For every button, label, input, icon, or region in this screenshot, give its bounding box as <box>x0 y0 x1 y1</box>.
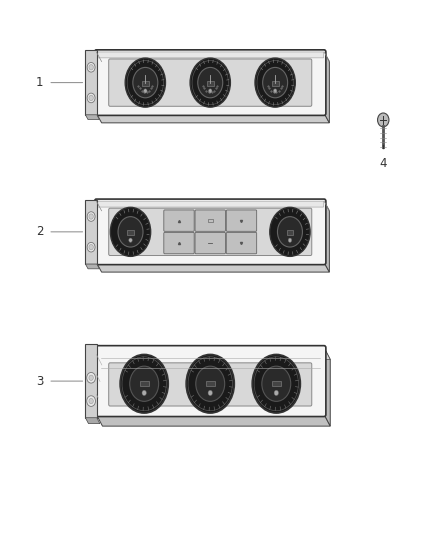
FancyBboxPatch shape <box>109 59 312 106</box>
Circle shape <box>288 238 292 243</box>
Circle shape <box>274 390 279 395</box>
Text: 2: 2 <box>35 225 43 238</box>
Circle shape <box>89 245 93 250</box>
Circle shape <box>144 89 147 93</box>
Circle shape <box>262 366 291 401</box>
Bar <box>140 381 148 386</box>
Bar <box>272 381 281 386</box>
Polygon shape <box>324 348 330 426</box>
Circle shape <box>89 375 93 381</box>
Bar <box>142 81 149 86</box>
FancyBboxPatch shape <box>95 50 326 116</box>
FancyBboxPatch shape <box>95 346 326 417</box>
Circle shape <box>188 357 233 411</box>
Polygon shape <box>324 52 329 123</box>
Polygon shape <box>85 418 100 424</box>
Bar <box>127 230 134 235</box>
Bar <box>286 230 293 235</box>
Circle shape <box>257 61 293 104</box>
Text: 4: 4 <box>379 157 387 170</box>
Polygon shape <box>324 201 329 272</box>
Circle shape <box>142 390 146 395</box>
Circle shape <box>89 214 93 219</box>
Text: 3: 3 <box>36 375 43 387</box>
Circle shape <box>186 354 234 413</box>
Circle shape <box>208 89 212 93</box>
Circle shape <box>87 373 95 383</box>
FancyBboxPatch shape <box>109 208 312 255</box>
Circle shape <box>129 238 132 243</box>
Bar <box>207 81 214 86</box>
Circle shape <box>120 354 168 413</box>
FancyBboxPatch shape <box>95 199 326 265</box>
Circle shape <box>87 212 95 221</box>
Circle shape <box>255 58 295 107</box>
Circle shape <box>127 61 163 104</box>
Circle shape <box>87 243 95 252</box>
Circle shape <box>208 390 212 395</box>
Circle shape <box>87 93 95 103</box>
Circle shape <box>89 64 93 70</box>
Circle shape <box>277 216 303 247</box>
Bar <box>272 81 279 86</box>
Circle shape <box>263 67 288 98</box>
Circle shape <box>87 62 95 72</box>
Polygon shape <box>96 415 330 426</box>
Circle shape <box>87 395 95 406</box>
Bar <box>85 51 97 115</box>
Circle shape <box>122 357 166 411</box>
Bar <box>208 219 213 222</box>
Circle shape <box>270 207 310 256</box>
Circle shape <box>110 207 151 256</box>
Bar <box>85 344 97 418</box>
FancyBboxPatch shape <box>97 201 324 207</box>
FancyBboxPatch shape <box>226 210 257 231</box>
FancyBboxPatch shape <box>195 210 226 231</box>
Bar <box>85 200 97 264</box>
Circle shape <box>89 95 93 101</box>
Circle shape <box>198 67 223 98</box>
Circle shape <box>192 61 228 104</box>
Circle shape <box>118 216 143 247</box>
Polygon shape <box>85 115 99 119</box>
FancyBboxPatch shape <box>195 232 226 254</box>
FancyBboxPatch shape <box>109 363 312 406</box>
FancyBboxPatch shape <box>97 52 324 58</box>
Circle shape <box>254 357 298 411</box>
Polygon shape <box>85 264 99 269</box>
Circle shape <box>196 366 225 401</box>
Circle shape <box>125 58 166 107</box>
Circle shape <box>190 58 230 107</box>
Circle shape <box>133 67 158 98</box>
FancyBboxPatch shape <box>164 232 194 254</box>
Text: 1: 1 <box>35 76 43 89</box>
Circle shape <box>273 89 277 93</box>
Bar <box>206 381 215 386</box>
Circle shape <box>130 366 159 401</box>
FancyBboxPatch shape <box>164 210 194 231</box>
Polygon shape <box>96 114 329 123</box>
Polygon shape <box>96 348 330 360</box>
Circle shape <box>89 399 93 404</box>
Polygon shape <box>96 263 329 272</box>
Circle shape <box>378 113 389 127</box>
FancyBboxPatch shape <box>226 232 257 254</box>
Circle shape <box>252 354 300 413</box>
